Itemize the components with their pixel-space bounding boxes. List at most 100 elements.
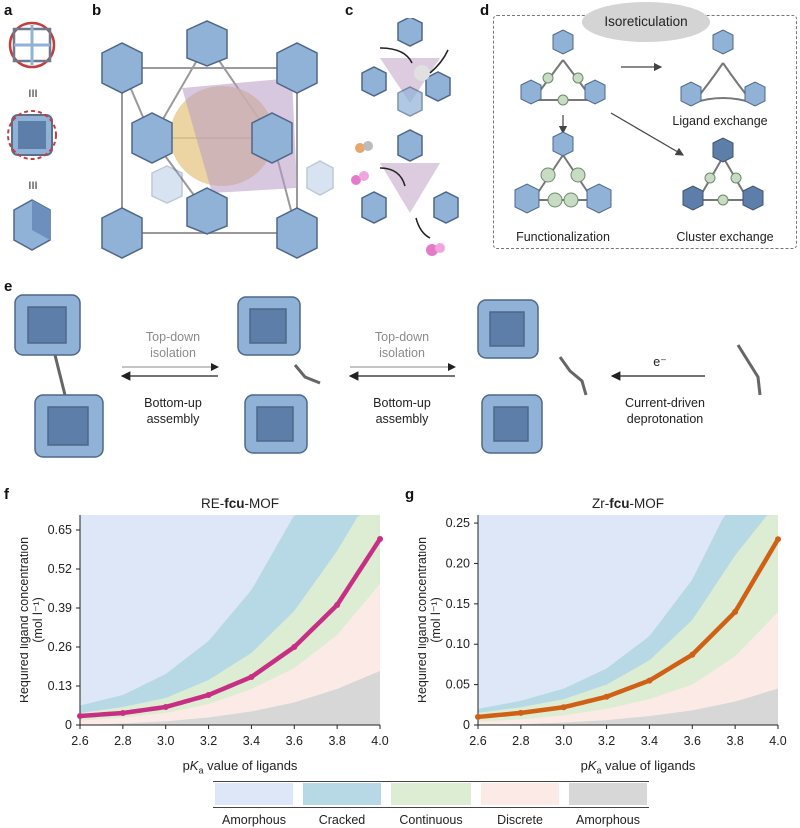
dimer-cluster: [14, 294, 104, 458]
step1-bottom-line2: assembly: [146, 412, 200, 426]
chart-f-x-tick-label: 2.6: [71, 734, 88, 748]
isolated-clusters: [477, 299, 543, 454]
panel-label-b: b: [92, 2, 102, 19]
chart-g-data-point: [475, 713, 481, 720]
chart-f-x-tick-label: 3.0: [157, 734, 174, 748]
legend-label-amorphous-2: Amorphous: [576, 813, 640, 827]
tetrahedral-cage: [182, 78, 297, 193]
legend-swatch-amorphous: [215, 783, 293, 805]
legend-swatch-discrete: [481, 783, 559, 805]
equivalence-sign-1: III: [28, 88, 38, 100]
legend-label-amorphous: Amorphous: [222, 813, 286, 827]
chart-g-xlabel: pKa value of ligands: [580, 758, 696, 776]
chart-f-ylabel-line2: (mol l⁻¹): [31, 597, 45, 642]
cluster-wireframe-icon: [8, 21, 56, 69]
chart-f-region-discrete: [80, 584, 380, 725]
chart-f-xlabel: pKa value of ligands: [182, 758, 298, 776]
protonated-ligand-icon: [736, 344, 762, 396]
step2-bottom-line2: assembly: [375, 412, 429, 426]
chart-g-data-point: [775, 536, 781, 543]
step3-line2: deprotonation: [626, 412, 704, 426]
functionalization-unit: [514, 131, 612, 214]
functionalization-label: Functionalization: [516, 230, 610, 244]
chart-g-x-tick-label: 3.6: [684, 734, 701, 748]
step3-line1: Current-driven: [625, 396, 705, 410]
chart-f-y-tick-label: 0.26: [48, 640, 72, 654]
cluster-polyhedra-icon: [7, 110, 57, 160]
chart-g-ylabel-line2: (mol l⁻¹): [429, 597, 443, 642]
panel-e-figure: [14, 294, 762, 458]
chart-g-y-tick-label: 0: [463, 718, 470, 732]
step2-top-line2: isolation: [379, 346, 425, 360]
chart-g-title: Zr-fcu-MOF: [592, 496, 664, 511]
ligand-exchange-label: Ligand exchange: [672, 114, 768, 128]
chart-g: Zr-fcu-MOF 2.6 2.8 3.0 3.2 3.4 3.6 3.8 4.0 0 0.05…: [418, 496, 790, 780]
chart-f-x-tick-label: 3.6: [286, 734, 303, 748]
chart-f-data-point: [205, 692, 212, 698]
chart-f-region-amorphous-upper: [80, 515, 380, 706]
chart-g-x-tick-label: 3.8: [726, 734, 743, 748]
chart-f-ylabel-line1: Required ligand concentration: [20, 537, 31, 703]
ligand-exchange-unit: [680, 29, 766, 107]
cluster-exchange-label: Cluster exchange: [676, 230, 774, 244]
cluster-exchange-unit: [682, 137, 764, 211]
chart-g-y-tick-label: 0.10: [446, 637, 470, 651]
chart-f-data-point: [377, 536, 383, 542]
chart-g-region-cracked: [478, 515, 778, 713]
panel-c-figure: [351, 18, 459, 256]
free-ligand-icon: [558, 356, 588, 396]
chart-f-y-tick-label: 0.65: [48, 523, 72, 537]
chart-f-data-point: [291, 644, 298, 650]
isoreticulation-bubble: [582, 2, 710, 42]
chart-f-x-tick-label: 2.8: [114, 734, 131, 748]
chart-g-x-tick-label: 2.8: [512, 734, 529, 748]
chart-f-region-amorphous-lower: [80, 671, 380, 725]
chart-g-data-point: [732, 608, 739, 615]
panel-label-g: g: [405, 486, 415, 503]
chart-f-y-tick-label: 0.52: [48, 562, 72, 576]
chart-g-y-tick-label: 0.15: [446, 597, 470, 611]
panel-label-d: d: [480, 2, 490, 19]
step2-bottom-line1: Bottom-up: [373, 396, 431, 410]
chart-g-data-point: [560, 704, 567, 711]
equivalence-sign-2: III: [28, 180, 38, 192]
fcu-framework-figure: [101, 20, 334, 259]
guest-molecule-icon: [414, 65, 430, 81]
chart-f-y-tick-label: 0: [65, 718, 72, 732]
chart-g-region-amorphous-lower: [478, 688, 778, 725]
legend-swatch-cracked: [303, 783, 381, 805]
legend-swatch-amorphous-2: [569, 783, 647, 805]
chart-f-data-point: [334, 602, 341, 608]
panel-label-a: a: [4, 2, 13, 19]
chart-f-y-tick-label: 0.13: [48, 679, 72, 693]
chart-g-region-discrete: [478, 611, 778, 725]
legend-label-continuous: Continuous: [399, 813, 463, 827]
outflow-arrow-icon: [429, 49, 449, 74]
step1-bottom-line1: Bottom-up: [144, 396, 202, 410]
step1-top-line1: Top-down: [145, 330, 201, 344]
step2-top-line1: Top-down: [374, 330, 430, 344]
chart-f-x-tick-label: 3.8: [328, 734, 345, 748]
chart-g-y-tick-label: 0.20: [446, 556, 470, 570]
legend-label-discrete: Discrete: [497, 813, 543, 827]
chart-g-data-point: [689, 651, 696, 658]
chart-f-data-point: [77, 713, 83, 719]
chart-g-ylabel-line1: Required ligand concentration: [418, 537, 429, 703]
panel-label-f: f: [4, 486, 9, 503]
chart-g-data-point: [646, 677, 653, 684]
chart-f-data-point: [248, 674, 255, 680]
inflow-arrow-icon: [379, 47, 413, 64]
legend-bottom-rule: [213, 807, 649, 808]
chart-g-data-point: [517, 709, 524, 716]
chart-g-y-tick-label: 0.25: [446, 516, 470, 530]
legend-label-cracked: Cracked: [318, 813, 366, 827]
chart-f-x-tick-label: 3.4: [243, 734, 260, 748]
panel-a-figure: [7, 21, 57, 251]
chart-g-x-tick-label: 3.0: [555, 734, 572, 748]
chart-f-y-tick-label: 0.39: [48, 601, 72, 615]
chart-g-svg: 2.6 2.8 3.0 3.2 3.4 3.6 3.8 4.0 0 0.05 0.10 0.15 0.2…: [418, 515, 787, 748]
chart-f-data-point: [119, 710, 126, 716]
chart-f-data-point: [162, 704, 169, 710]
legend-top-rule: [213, 781, 649, 782]
chart-g-y-tick-label: 0.05: [446, 678, 470, 692]
